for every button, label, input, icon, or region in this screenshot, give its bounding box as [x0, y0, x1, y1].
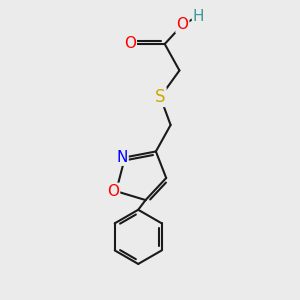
Text: O: O: [124, 37, 136, 52]
Text: S: S: [155, 88, 166, 106]
Text: H: H: [193, 8, 204, 23]
Text: O: O: [176, 17, 188, 32]
Text: O: O: [107, 184, 119, 199]
Text: N: N: [116, 150, 128, 165]
